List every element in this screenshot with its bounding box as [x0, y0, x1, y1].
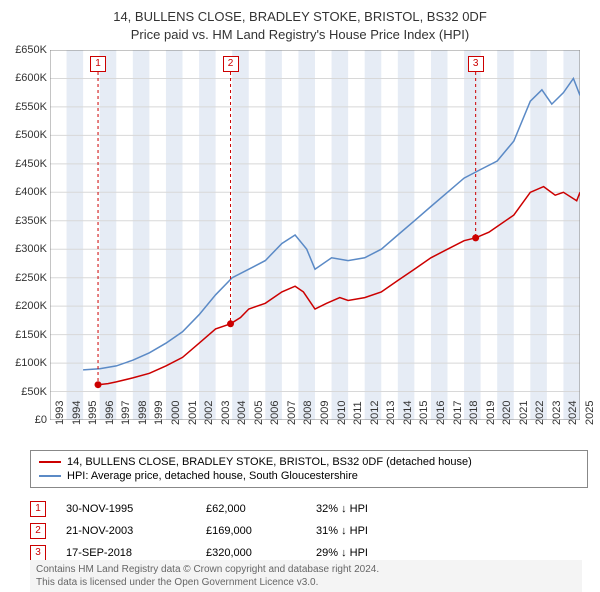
y-tick-label: £550K [15, 101, 47, 113]
x-tick-label: 2014 [402, 401, 414, 425]
x-tick-label: 2006 [269, 401, 281, 425]
x-tick-label: 2008 [302, 401, 314, 425]
sales-row-1: 1 30-NOV-1995 £62,000 32% ↓ HPI [30, 498, 570, 520]
x-tick-label: 2000 [170, 401, 182, 425]
y-tick-label: £0 [35, 414, 47, 426]
y-tick-label: £650K [15, 44, 47, 56]
x-tick-label: 2018 [468, 401, 480, 425]
sales-marker-1: 1 [30, 501, 46, 517]
x-tick-label: 2024 [567, 401, 579, 425]
footer-line-2: This data is licensed under the Open Gov… [36, 576, 576, 589]
y-tick-label: £300K [15, 243, 47, 255]
y-tick-label: £450K [15, 158, 47, 170]
chart-area: £0£50K£100K£150K£200K£250K£300K£350K£400… [50, 50, 580, 420]
x-tick-label: 2003 [220, 401, 232, 425]
footer: Contains HM Land Registry data © Crown c… [30, 560, 582, 592]
x-tick-label: 2002 [203, 401, 215, 425]
x-tick-label: 2021 [518, 401, 530, 425]
sale-marker-3: 3 [468, 56, 484, 72]
sales-date-2: 21-NOV-2003 [66, 525, 186, 537]
legend-row-hpi: HPI: Average price, detached house, Sout… [39, 469, 579, 483]
x-tick-label: 1997 [120, 401, 132, 425]
x-tick-label: 1993 [54, 401, 66, 425]
x-tick-label: 2025 [584, 401, 596, 425]
sales-pct-1: 32% ↓ HPI [316, 503, 416, 515]
x-tick-label: 2020 [501, 401, 513, 425]
sales-date-1: 30-NOV-1995 [66, 503, 186, 515]
legend-swatch-property [39, 461, 61, 463]
title-block: 14, BULLENS CLOSE, BRADLEY STOKE, BRISTO… [0, 0, 600, 44]
sales-row-2: 2 21-NOV-2003 £169,000 31% ↓ HPI [30, 520, 570, 542]
x-tick-label: 2011 [352, 401, 364, 425]
sales-pct-2: 31% ↓ HPI [316, 525, 416, 537]
y-tick-label: £100K [15, 357, 47, 369]
x-tick-label: 2009 [319, 401, 331, 425]
x-tick-label: 1995 [87, 401, 99, 425]
y-tick-label: £600K [15, 72, 47, 84]
chart-container: 14, BULLENS CLOSE, BRADLEY STOKE, BRISTO… [0, 0, 600, 590]
x-tick-label: 2017 [452, 401, 464, 425]
footer-line-1: Contains HM Land Registry data © Crown c… [36, 563, 576, 576]
legend-row-property: 14, BULLENS CLOSE, BRADLEY STOKE, BRISTO… [39, 455, 579, 469]
sales-marker-2: 2 [30, 523, 46, 539]
x-tick-label: 2010 [336, 401, 348, 425]
legend-swatch-hpi [39, 475, 61, 477]
x-tick-label: 2022 [534, 401, 546, 425]
sales-price-1: £62,000 [206, 503, 296, 515]
x-tick-label: 2005 [253, 401, 265, 425]
chart-svg [50, 50, 580, 420]
x-tick-label: 1998 [137, 401, 149, 425]
title-line-1: 14, BULLENS CLOSE, BRADLEY STOKE, BRISTO… [0, 8, 600, 26]
y-tick-label: £250K [15, 272, 47, 284]
legend-box: 14, BULLENS CLOSE, BRADLEY STOKE, BRISTO… [30, 450, 588, 488]
y-tick-label: £500K [15, 129, 47, 141]
sales-date-3: 17-SEP-2018 [66, 547, 186, 559]
sales-pct-3: 29% ↓ HPI [316, 547, 416, 559]
y-tick-label: £400K [15, 186, 47, 198]
x-tick-label: 2007 [286, 401, 298, 425]
y-tick-label: £350K [15, 215, 47, 227]
sales-price-2: £169,000 [206, 525, 296, 537]
sales-marker-3: 3 [30, 545, 46, 561]
x-tick-label: 2012 [369, 401, 381, 425]
title-line-2: Price paid vs. HM Land Registry's House … [0, 26, 600, 44]
sales-table: 1 30-NOV-1995 £62,000 32% ↓ HPI 2 21-NOV… [30, 498, 570, 564]
x-tick-label: 1994 [71, 401, 83, 425]
x-tick-label: 2001 [187, 401, 199, 425]
sales-price-3: £320,000 [206, 547, 296, 559]
x-tick-label: 2015 [418, 401, 430, 425]
x-tick-label: 1999 [153, 401, 165, 425]
y-tick-label: £200K [15, 300, 47, 312]
legend-label-hpi: HPI: Average price, detached house, Sout… [67, 470, 358, 482]
x-tick-label: 2019 [485, 401, 497, 425]
sale-marker-2: 2 [223, 56, 239, 72]
x-tick-label: 1996 [104, 401, 116, 425]
y-tick-label: £50K [21, 386, 47, 398]
x-tick-label: 2016 [435, 401, 447, 425]
x-tick-label: 2023 [551, 401, 563, 425]
legend-label-property: 14, BULLENS CLOSE, BRADLEY STOKE, BRISTO… [67, 456, 472, 468]
x-tick-label: 2013 [385, 401, 397, 425]
sale-marker-1: 1 [90, 56, 106, 72]
x-tick-label: 2004 [236, 401, 248, 425]
y-tick-label: £150K [15, 329, 47, 341]
